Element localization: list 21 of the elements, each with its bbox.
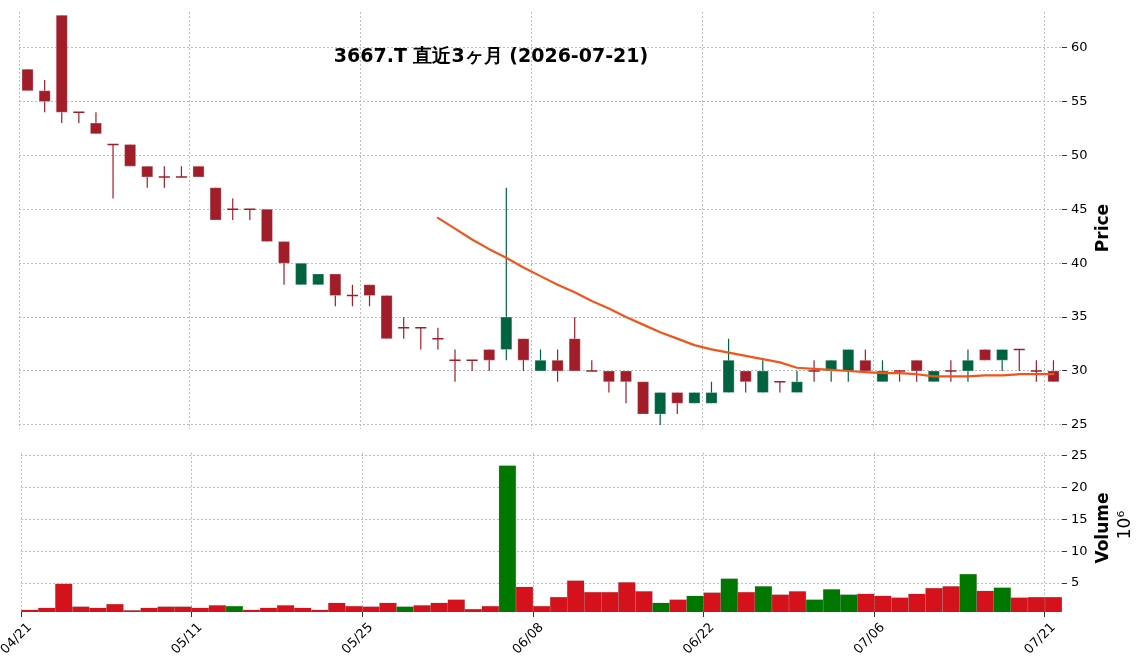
y-axis-title: Price	[1092, 203, 1112, 253]
candlestick	[620, 370, 632, 404]
y-tick-label: 5	[1071, 574, 1080, 590]
y-tick-label: 25	[1071, 447, 1088, 463]
y-tick-label: 10	[1071, 542, 1088, 558]
y-tick-label: 40	[1071, 254, 1088, 270]
candlestick	[449, 349, 461, 382]
candlestick	[808, 360, 820, 382]
y-tick-label: 60	[1071, 38, 1088, 54]
text: 3667.T 直近3ヶ月 (2026-07-21)	[333, 43, 649, 68]
y-tick-label: 20	[1071, 479, 1088, 495]
y-tick-label: 25	[1071, 416, 1088, 432]
y-tick-label: 45	[1071, 200, 1088, 216]
text: 10⁶	[1114, 510, 1134, 540]
y-tick-label: 55	[1071, 92, 1088, 108]
y-tick-label: 15	[1071, 510, 1088, 526]
candlestick	[962, 349, 974, 382]
y-axis-title: Volume	[1092, 492, 1112, 564]
y-tick-label: 35	[1071, 308, 1088, 324]
y-tick-label: 30	[1071, 362, 1088, 378]
y-tick-label: 50	[1071, 146, 1088, 162]
